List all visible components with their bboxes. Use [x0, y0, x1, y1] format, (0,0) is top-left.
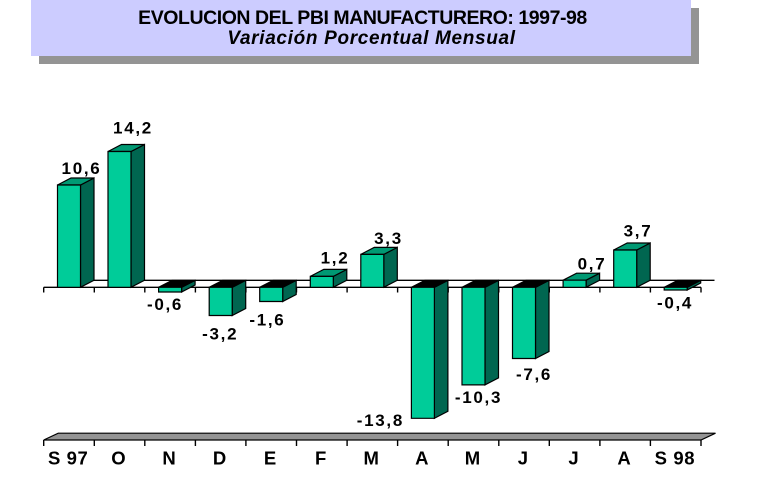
svg-text:14,2: 14,2 — [113, 119, 153, 138]
svg-text:M: M — [465, 448, 481, 469]
svg-text:J: J — [518, 448, 529, 469]
svg-text:F: F — [315, 448, 327, 469]
svg-text:-1,6: -1,6 — [249, 310, 285, 329]
svg-text:O: O — [111, 448, 126, 469]
svg-text:M: M — [363, 448, 379, 469]
svg-text:E: E — [264, 448, 277, 469]
svg-text:S 98: S 98 — [655, 448, 695, 469]
svg-text:1,2: 1,2 — [321, 249, 350, 268]
svg-text:S 97: S 97 — [48, 448, 88, 469]
svg-text:EVOLUCION DEL PBI MANUFACTURER: EVOLUCION DEL PBI MANUFACTURERO: 1997-98 — [138, 7, 587, 29]
svg-text:A: A — [415, 448, 429, 469]
svg-text:0,7: 0,7 — [578, 255, 607, 274]
svg-text:-13,8: -13,8 — [357, 411, 404, 430]
svg-text:N: N — [162, 448, 176, 469]
svg-text:3,7: 3,7 — [624, 222, 653, 241]
svg-text:J: J — [568, 448, 579, 469]
svg-text:10,6: 10,6 — [62, 159, 102, 178]
svg-text:Variación Porcentual Mensual: Variación Porcentual Mensual — [227, 28, 515, 49]
svg-text:3,3: 3,3 — [374, 229, 403, 248]
svg-text:-3,2: -3,2 — [202, 325, 238, 344]
svg-text:D: D — [213, 448, 227, 469]
svg-text:A: A — [617, 448, 631, 469]
svg-text:-0,6: -0,6 — [147, 295, 183, 314]
svg-text:-7,6: -7,6 — [516, 365, 552, 384]
svg-text:-10,3: -10,3 — [455, 388, 502, 407]
svg-text:-0,4: -0,4 — [657, 293, 693, 312]
